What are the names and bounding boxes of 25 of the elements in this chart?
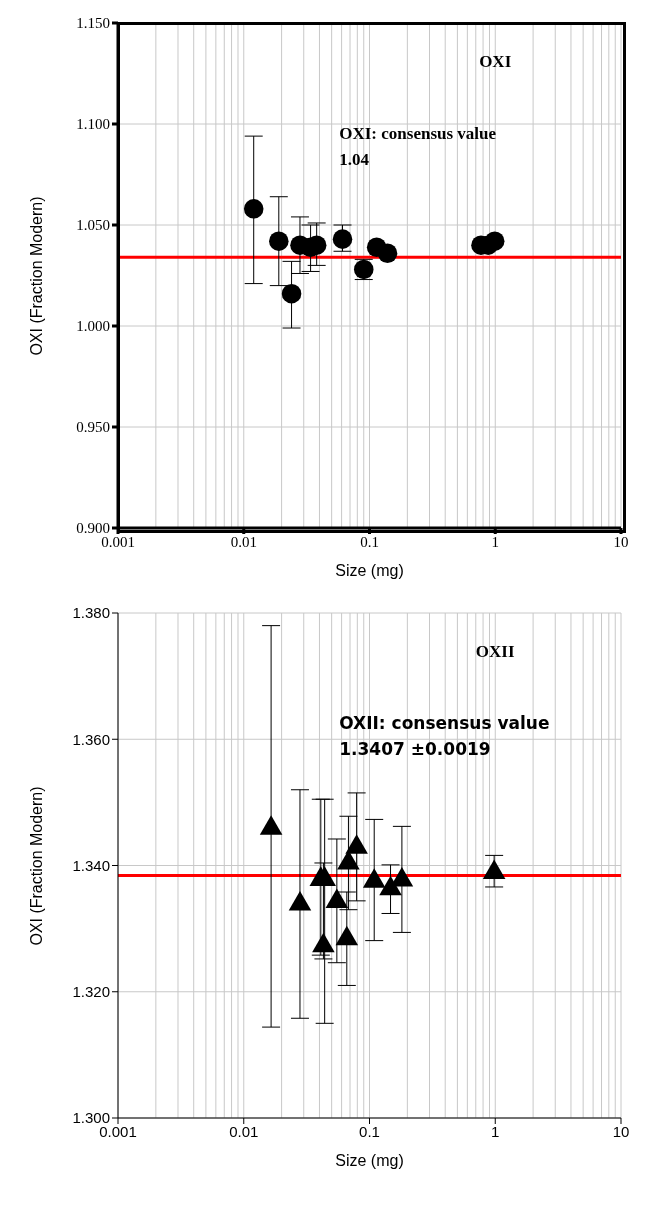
y-axis-title: OXI (Fraction Modern) <box>28 195 46 356</box>
x-tick-label: 0.01 <box>230 533 257 550</box>
x-tick-label: 10 <box>613 533 629 550</box>
y-tick-label: 1.360 <box>72 730 110 748</box>
annotation: OXI: consensus value 1.04 <box>338 123 498 171</box>
x-tick-label: 0.1 <box>359 1122 380 1140</box>
y-tick-label: 1.380 <box>72 604 110 622</box>
x-tick-label: 10 <box>612 1122 630 1140</box>
x-tick-label: 0.1 <box>360 533 379 550</box>
x-axis-title: Size (mg) <box>334 1152 405 1170</box>
annotation: OXII: consensus value 1.3407 ±0.0019 <box>338 712 551 761</box>
y-tick-label: 1.340 <box>72 856 110 874</box>
y-tick-label: 1.150 <box>76 15 110 32</box>
annotation: OXI <box>478 51 513 73</box>
x-axis-title: Size (mg) <box>334 562 405 580</box>
annotation: OXII <box>474 641 516 663</box>
y-axis-title: OXI (Fraction Modern) <box>28 785 46 946</box>
x-tick-label: 1 <box>491 533 499 550</box>
x-tick-label: 1 <box>491 1122 500 1140</box>
y-tick-label: 1.000 <box>76 318 110 335</box>
y-tick-label: 1.100 <box>76 116 110 133</box>
y-tick-label: 1.050 <box>76 217 110 234</box>
x-tick-label: 0.01 <box>229 1122 259 1140</box>
y-tick-label: 1.320 <box>72 983 110 1001</box>
y-tick-label: 0.950 <box>76 419 110 436</box>
